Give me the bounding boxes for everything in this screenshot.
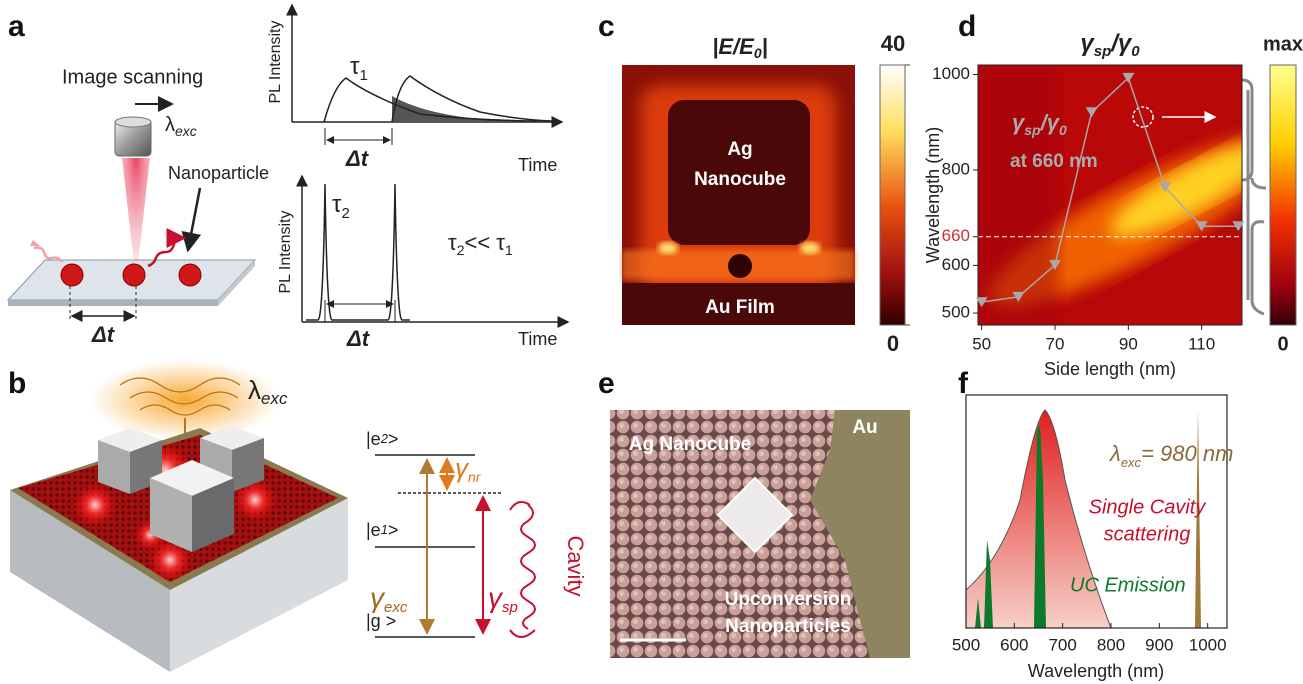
uc-label: UC Emission [1070, 574, 1186, 596]
figure: a Image scanning λexc Nanoparticle Δt PL… [0, 0, 1303, 684]
film-label: Au Film [705, 297, 775, 318]
hotspot [800, 242, 820, 254]
x-label: Time [518, 155, 557, 175]
uc-label: Nanoparticles [725, 616, 851, 637]
colorbar-tick-label: 40 [881, 31, 905, 56]
particle [179, 264, 201, 286]
particle-label: Nanoparticle [168, 163, 269, 183]
particle-region [728, 254, 752, 278]
delta-label: Δt [346, 326, 371, 351]
scattering-label: scattering [1104, 523, 1191, 545]
y-tick-label: 600 [942, 255, 970, 274]
colorbar [880, 65, 905, 325]
colorbar-tick-label: 0 [887, 331, 899, 356]
objective-top [115, 117, 151, 127]
cavity-label: Cavity [563, 535, 588, 596]
y-tick-label: 500 [942, 303, 970, 322]
panel-e: e Ag Nanocube Au Upconversion Nanopartic… [598, 367, 910, 658]
nanocube [150, 460, 234, 552]
panel-label: b [8, 367, 26, 400]
y-label: Wavelength (nm) [923, 127, 943, 263]
inset-note: at 660 nm [1010, 151, 1098, 172]
ag-label: Ag [727, 139, 752, 160]
y-label: PL Intensity [277, 210, 294, 293]
colorbar-max: max [1263, 33, 1303, 55]
colorbar-min: 0 [1277, 333, 1288, 355]
x-tick-label: 600 [1000, 635, 1028, 654]
y-label: PL Intensity [267, 20, 284, 103]
hotspot [73, 483, 117, 527]
slide-edge [8, 300, 218, 306]
scattering-label: Single Cavity [1089, 496, 1207, 518]
particle [61, 264, 83, 286]
nanocube-label: Nanocube [694, 169, 786, 190]
scan-label: Image scanning [62, 66, 203, 88]
x-tick-label: 110 [1188, 334, 1215, 353]
x-tick-label: 800 [1097, 635, 1125, 654]
x-tick-label: 70 [1046, 334, 1065, 353]
panel-label: d [958, 10, 976, 43]
y-tick-label: 800 [942, 159, 970, 178]
level-label: |e1> [366, 520, 398, 540]
y-tick-label: 1000 [932, 64, 970, 83]
ag-label: Ag Nanocube [629, 434, 751, 455]
particle [123, 264, 145, 286]
delta-label: Δt [91, 322, 116, 347]
delta-label: Δt [345, 146, 370, 171]
colorbar [1270, 65, 1296, 325]
x-tick-label: 700 [1048, 635, 1076, 654]
panel-label: e [598, 367, 615, 400]
x-label: Wavelength (nm) [1028, 661, 1164, 681]
x-label: Time [518, 329, 557, 349]
uc-label: Upconversion [725, 589, 852, 610]
x-tick-label: 500 [952, 635, 980, 654]
panel-label: c [598, 10, 615, 43]
hotspot [658, 242, 678, 254]
x-tick-label: 1000 [1189, 635, 1227, 654]
x-label: Side length (nm) [1044, 359, 1176, 379]
x-tick-label: 900 [1145, 635, 1173, 654]
x-tick-label: 50 [972, 334, 991, 353]
y-tick-label: 660 [942, 226, 970, 245]
level-label: |e2> [366, 429, 398, 449]
panel-label: a [8, 10, 25, 43]
au-label: Au [852, 417, 877, 438]
x-tick-label: 90 [1119, 334, 1138, 353]
